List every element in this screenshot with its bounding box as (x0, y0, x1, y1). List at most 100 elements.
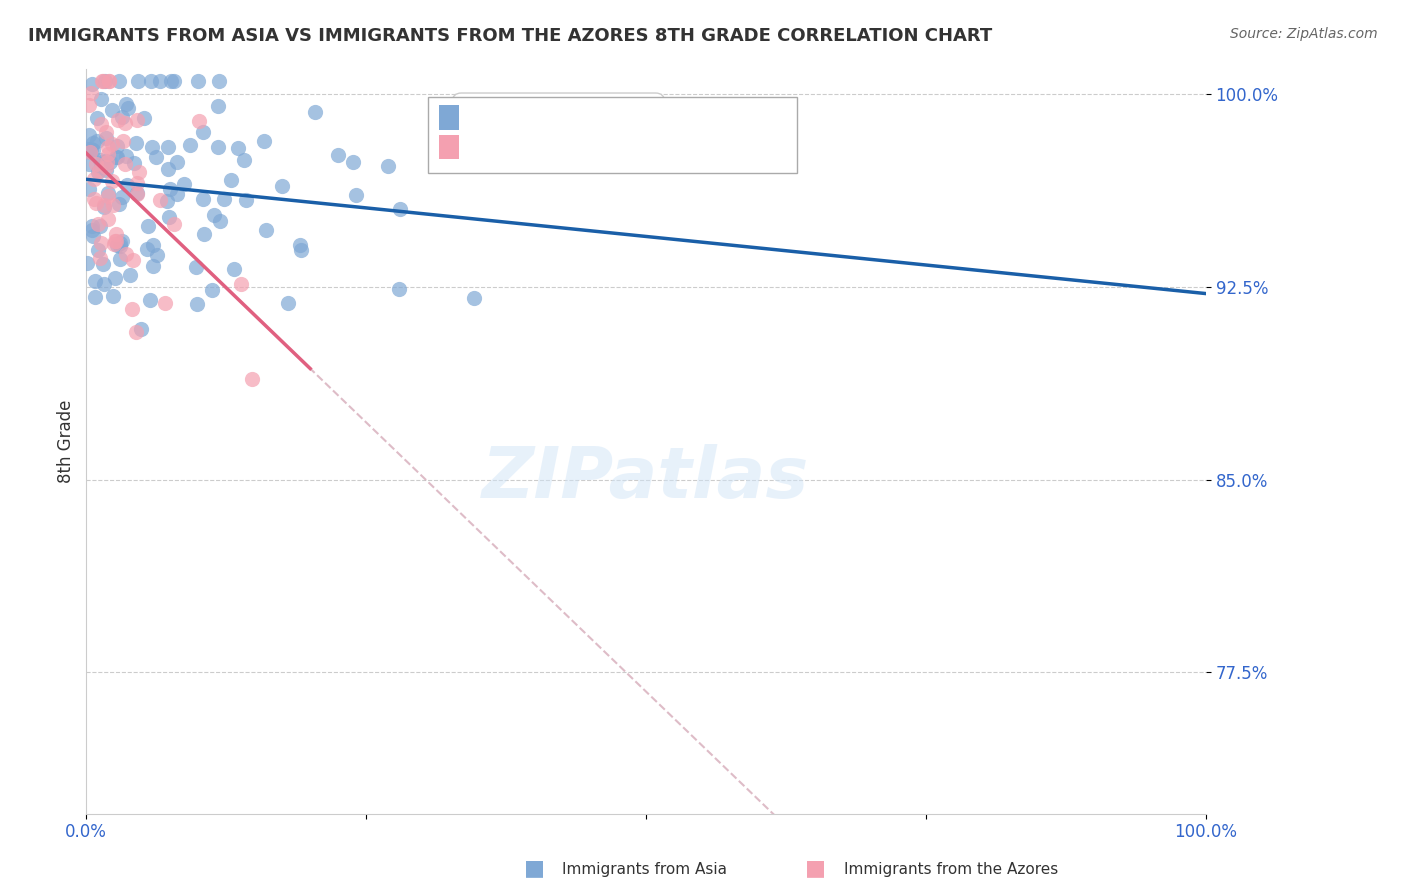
Point (193, 192, 215, 206)
Point (207, 140, 229, 154)
Point (186, 297, 208, 311)
Point (145, 151, 167, 165)
Point (179, 138, 201, 153)
Point (110, 111, 132, 125)
Point (326, 147, 349, 161)
Point (128, 165, 150, 179)
Point (208, 74, 231, 88)
Point (136, 242, 159, 256)
Point (108, 74, 131, 88)
Text: Immigrants from Asia: Immigrants from Asia (562, 863, 727, 877)
Point (149, 74, 172, 88)
Point (90, 160, 112, 174)
Point (101, 174, 124, 188)
Point (89, 164, 111, 178)
Point (86, 217, 108, 231)
Point (166, 154, 188, 169)
Point (93, 277, 115, 291)
Point (186, 260, 208, 274)
Point (79, 145, 101, 159)
Point (86, 165, 108, 179)
Point (90, 235, 112, 250)
Point (105, 150, 128, 164)
Point (98, 155, 121, 169)
Point (288, 238, 311, 252)
Point (77, 182, 100, 196)
Point (163, 218, 186, 232)
Point (86, 135, 108, 149)
Point (389, 202, 412, 216)
Point (141, 140, 163, 154)
Point (139, 74, 162, 88)
Point (83, 290, 105, 304)
Point (156, 161, 179, 176)
Point (86, 111, 108, 125)
Point (91, 257, 114, 271)
Point (193, 227, 215, 241)
Text: ■: ■ (806, 858, 825, 878)
Point (82, 78, 104, 92)
Point (114, 157, 136, 171)
Point (125, 176, 148, 190)
Point (233, 153, 256, 167)
Point (115, 97, 138, 112)
Point (103, 237, 125, 252)
Text: ZIPatlas: ZIPatlas (482, 444, 810, 513)
Point (110, 234, 132, 248)
Point (80, 86, 103, 100)
Point (107, 112, 129, 127)
Point (97, 211, 120, 226)
Point (93, 74, 115, 88)
Point (101, 289, 124, 303)
Point (114, 247, 136, 261)
Point (89, 219, 111, 234)
Point (212, 192, 235, 206)
Point (77, 142, 100, 156)
Point (104, 234, 127, 248)
Point (94, 160, 117, 174)
Point (224, 261, 246, 276)
Point (127, 186, 149, 201)
Point (125, 113, 148, 128)
Point (90, 74, 112, 88)
Point (101, 136, 124, 151)
Point (104, 271, 127, 285)
Point (79, 157, 101, 171)
Point (125, 325, 148, 339)
Point (82, 143, 104, 157)
Point (120, 268, 142, 282)
Point (90, 92, 112, 106)
Point (105, 238, 128, 252)
Point (90, 117, 112, 131)
Point (207, 99, 229, 113)
Point (76, 256, 98, 270)
Point (142, 238, 165, 252)
Point (104, 150, 127, 164)
Point (149, 193, 172, 207)
Point (84, 274, 107, 288)
Point (229, 277, 252, 291)
Point (97, 186, 120, 201)
Text: IMMIGRANTS FROM ASIA VS IMMIGRANTS FROM THE AZORES 8TH GRADE CORRELATION CHART: IMMIGRANTS FROM ASIA VS IMMIGRANTS FROM … (28, 27, 993, 45)
Point (101, 198, 124, 212)
Text: Source: ZipAtlas.com: Source: ZipAtlas.com (1230, 27, 1378, 41)
Text: R = -0.224    N = 112: R = -0.224 N = 112 (461, 102, 655, 120)
Point (91, 74, 114, 88)
Point (79, 142, 101, 156)
Point (93, 200, 115, 214)
Point (115, 178, 138, 192)
Point (188, 114, 211, 128)
Point (377, 159, 399, 173)
Point (121, 301, 143, 316)
Point (108, 239, 131, 253)
FancyBboxPatch shape (439, 135, 460, 160)
Point (79, 145, 101, 159)
Point (105, 227, 128, 241)
Point (114, 148, 136, 162)
Point (226, 141, 249, 155)
Point (86, 195, 108, 210)
Point (111, 190, 134, 204)
Point (166, 186, 188, 201)
Point (89, 251, 111, 265)
FancyBboxPatch shape (427, 97, 797, 173)
